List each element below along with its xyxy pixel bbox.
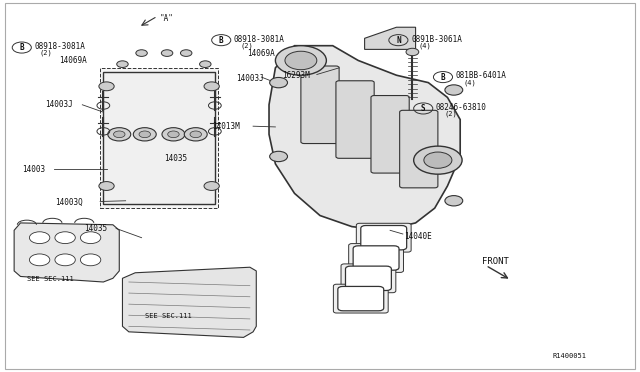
Circle shape (413, 146, 462, 174)
Circle shape (99, 182, 114, 190)
Text: (2): (2) (444, 111, 457, 117)
Circle shape (200, 61, 211, 67)
FancyBboxPatch shape (399, 110, 438, 188)
Polygon shape (365, 27, 415, 49)
Circle shape (161, 50, 173, 57)
FancyBboxPatch shape (336, 81, 374, 158)
Text: FRONT: FRONT (483, 257, 509, 266)
Text: 08918-3081A: 08918-3081A (35, 42, 85, 51)
Text: 14035: 14035 (164, 154, 187, 163)
Circle shape (445, 196, 463, 206)
Text: 081BB-6401A: 081BB-6401A (456, 71, 507, 80)
Circle shape (108, 128, 131, 141)
FancyBboxPatch shape (100, 68, 218, 208)
Text: 14069A: 14069A (59, 56, 86, 65)
Text: B: B (219, 36, 223, 45)
Circle shape (204, 182, 220, 190)
Circle shape (168, 131, 179, 138)
Text: S: S (421, 104, 426, 113)
Text: "A": "A" (159, 13, 173, 22)
Text: B: B (441, 73, 445, 81)
Circle shape (162, 128, 185, 141)
Circle shape (269, 77, 287, 88)
FancyBboxPatch shape (333, 284, 388, 313)
Circle shape (184, 128, 207, 141)
Text: (4): (4) (463, 79, 476, 86)
Text: SEE SEC.111: SEE SEC.111 (27, 276, 74, 282)
Text: (2): (2) (241, 42, 253, 49)
Circle shape (406, 48, 419, 56)
Circle shape (133, 128, 156, 141)
Circle shape (445, 85, 463, 95)
Circle shape (136, 50, 147, 57)
FancyBboxPatch shape (103, 71, 215, 205)
Circle shape (81, 232, 100, 244)
Text: R1400051: R1400051 (552, 353, 587, 359)
Text: 14013M: 14013M (212, 122, 239, 131)
Circle shape (55, 254, 76, 266)
Circle shape (55, 232, 76, 244)
Circle shape (275, 46, 326, 75)
Circle shape (139, 131, 150, 138)
Polygon shape (122, 267, 256, 337)
FancyBboxPatch shape (353, 246, 399, 270)
Circle shape (269, 151, 287, 161)
FancyBboxPatch shape (349, 244, 403, 272)
Text: 14003J: 14003J (45, 100, 72, 109)
Text: 14035: 14035 (84, 224, 108, 233)
Text: 14003Q: 14003Q (56, 198, 83, 207)
Text: 14040E: 14040E (404, 232, 432, 241)
Polygon shape (269, 46, 460, 230)
Text: 08918-3081A: 08918-3081A (234, 35, 285, 44)
Circle shape (116, 61, 128, 67)
Circle shape (113, 131, 125, 138)
Text: B: B (19, 43, 24, 52)
Circle shape (29, 254, 50, 266)
Text: N: N (396, 36, 401, 45)
Text: (2): (2) (40, 50, 52, 56)
Text: 14003: 14003 (22, 165, 45, 174)
Text: 14069A: 14069A (246, 49, 275, 58)
FancyBboxPatch shape (356, 223, 411, 252)
Text: (4): (4) (419, 42, 431, 49)
FancyBboxPatch shape (341, 264, 396, 293)
FancyBboxPatch shape (361, 225, 406, 250)
Circle shape (204, 82, 220, 91)
FancyBboxPatch shape (346, 266, 392, 291)
Circle shape (99, 82, 114, 91)
FancyBboxPatch shape (371, 96, 409, 173)
Text: SEE SEC.111: SEE SEC.111 (145, 313, 191, 319)
FancyBboxPatch shape (4, 3, 636, 369)
FancyBboxPatch shape (338, 286, 384, 311)
Circle shape (29, 232, 50, 244)
Text: 0891B-3061A: 0891B-3061A (411, 35, 462, 44)
Text: 16293M: 16293M (282, 71, 310, 80)
Text: 08246-63810: 08246-63810 (436, 103, 487, 112)
Circle shape (180, 50, 192, 57)
Circle shape (285, 51, 317, 70)
Text: 14003J: 14003J (236, 74, 264, 83)
FancyBboxPatch shape (301, 66, 339, 144)
Circle shape (190, 131, 202, 138)
Polygon shape (14, 223, 119, 282)
Circle shape (81, 254, 100, 266)
Circle shape (424, 152, 452, 168)
